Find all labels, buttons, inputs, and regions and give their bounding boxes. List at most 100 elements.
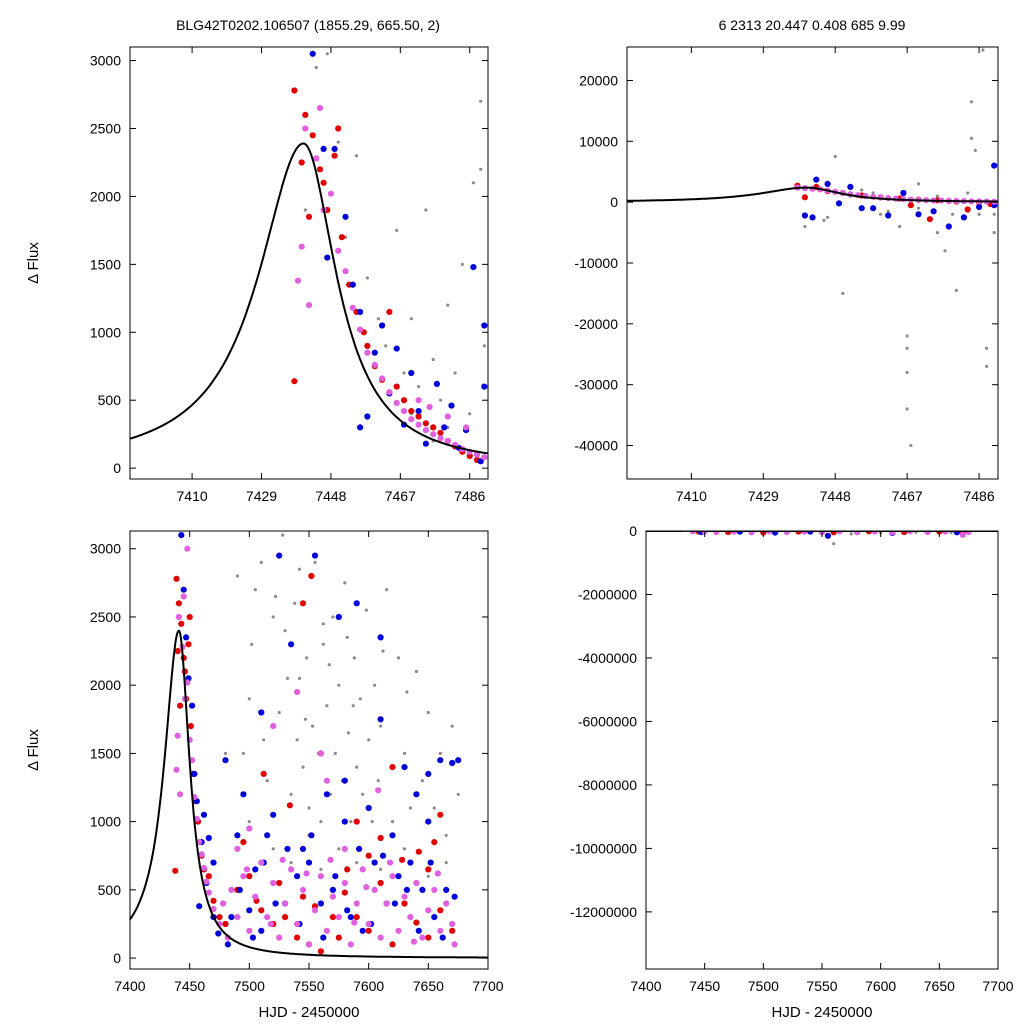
y-tick-label: 1500 (90, 256, 121, 272)
grey-data-point (319, 867, 323, 872)
magenta-data-point (341, 879, 348, 887)
magenta-data-point (342, 268, 349, 275)
grey-data-point (905, 407, 909, 411)
magenta-data-point (359, 866, 366, 873)
grey-data-point (277, 710, 281, 715)
data-points (172, 532, 462, 955)
magenta-data-point (444, 413, 451, 420)
red-data-point (386, 308, 393, 315)
red-data-point (308, 572, 315, 580)
magenta-data-point (365, 920, 372, 928)
x-tick-label: 7410 (177, 488, 208, 504)
x-tick-label: 7700 (982, 978, 1013, 994)
magenta-data-point (305, 302, 313, 309)
magenta-data-point (341, 845, 348, 853)
red-data-point (299, 893, 307, 900)
y-tick-label: 10000 (579, 133, 618, 149)
magenta-data-point (317, 750, 324, 757)
red-data-point (286, 802, 293, 809)
magenta-data-point (363, 884, 370, 891)
grey-data-point (355, 765, 359, 769)
y-tick-label: -40000 (574, 438, 618, 454)
grey-data-point (253, 588, 257, 592)
model-curve (627, 186, 998, 203)
blue-data-point (341, 818, 348, 825)
grey-data-point (985, 346, 989, 350)
magenta-data-point (393, 399, 400, 406)
blue-data-point (401, 764, 408, 771)
magenta-data-point (276, 934, 283, 941)
y-tick-label: -2000000 (578, 586, 637, 602)
magenta-data-point (184, 545, 191, 552)
blue-data-point (357, 424, 364, 431)
red-data-point (830, 531, 837, 536)
grey-data-point (905, 346, 909, 350)
y-tick-label: 2500 (90, 609, 121, 625)
blue-data-point (960, 214, 968, 221)
grey-data-point (271, 615, 275, 619)
grey-data-point (297, 676, 302, 681)
blue-data-point (249, 934, 256, 941)
y-tick-label: -4000000 (578, 650, 637, 666)
grey-data-point (905, 334, 909, 338)
grey-data-point (408, 806, 412, 810)
red-data-point (425, 934, 432, 941)
blue-data-point (379, 852, 387, 859)
blue-data-point (183, 634, 190, 641)
grey-data-point (325, 52, 329, 56)
blue-data-point (413, 791, 420, 798)
blue-data-point (441, 424, 448, 431)
blue-data-point (945, 223, 952, 230)
blue-data-point (847, 183, 854, 190)
blue-data-point (240, 791, 247, 798)
y-tick-label: 0 (610, 194, 618, 210)
magenta-data-point (327, 190, 334, 197)
red-data-point (298, 159, 305, 166)
x-tick-label: 7500 (748, 978, 779, 994)
grey-data-point (295, 738, 299, 742)
magenta-data-point (395, 927, 402, 934)
magenta-data-point (205, 889, 212, 896)
blue-data-point (305, 859, 313, 866)
grey-data-point (354, 154, 359, 158)
blue-data-point (200, 811, 208, 818)
grey-data-point (405, 690, 409, 694)
grey-data-point (337, 683, 341, 687)
red-data-point (449, 927, 456, 934)
blue-data-point (991, 162, 998, 169)
magenta-data-point (228, 886, 235, 894)
grey-data-point (259, 560, 263, 565)
y-axis-label: Δ Flux (25, 729, 42, 771)
y-axis-label: Δ Flux (25, 242, 42, 284)
magenta-data-point (264, 914, 271, 921)
magenta-data-point (415, 421, 422, 428)
magenta-data-point (783, 531, 790, 536)
red-data-point (377, 834, 384, 842)
blue-data-point (437, 757, 444, 764)
blue-data-point (415, 408, 422, 415)
magenta-data-point (298, 243, 305, 250)
red-data-point (291, 87, 298, 94)
x-tick-label: 7467 (385, 488, 416, 504)
blue-data-point (342, 213, 349, 220)
red-data-point (430, 424, 437, 431)
magenta-data-point (379, 375, 386, 382)
magenta-data-point (422, 427, 429, 434)
red-data-point (302, 111, 309, 118)
chart-panel-top-left: 7410 7429 7448 7467 7486 0 500 1000 1500 2000 2500… (25, 46, 489, 504)
grey-data-point (981, 48, 985, 52)
blue-data-point (443, 886, 450, 894)
red-data-point (389, 764, 396, 771)
y-tick-label: -20000 (574, 316, 618, 332)
blue-data-point (439, 934, 446, 941)
blue-data-point (272, 900, 279, 907)
magenta-data-point (305, 941, 313, 948)
red-data-point (205, 873, 212, 880)
red-data-point (413, 919, 420, 926)
red-data-point (964, 206, 971, 213)
grey-data-point (247, 697, 251, 701)
grey-data-point (333, 751, 337, 756)
red-data-point (725, 531, 732, 536)
grey-data-point (289, 792, 293, 796)
grey-data-point (898, 224, 902, 229)
